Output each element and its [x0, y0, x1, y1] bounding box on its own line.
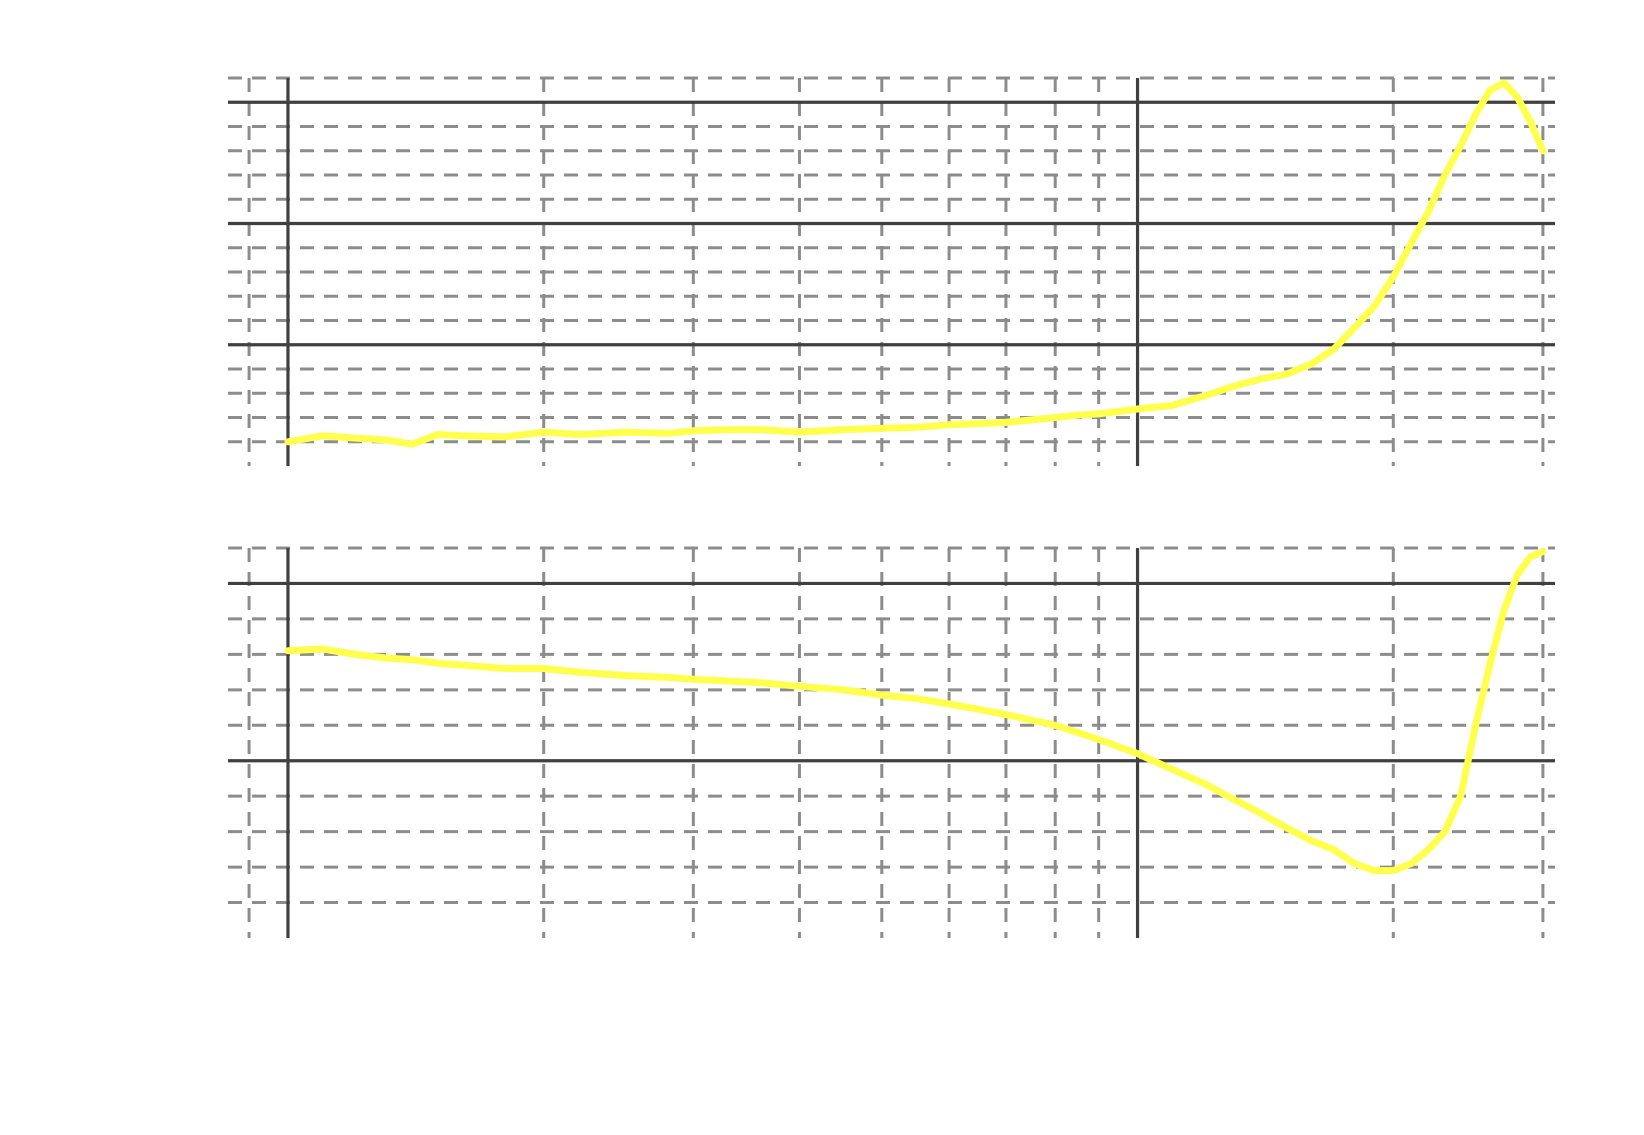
bottom-series-line-0 — [284, 548, 1547, 875]
top-chart-panel — [228, 76, 1555, 466]
top-series-line-0 — [284, 79, 1547, 448]
bottom-chart-panel — [228, 546, 1555, 938]
